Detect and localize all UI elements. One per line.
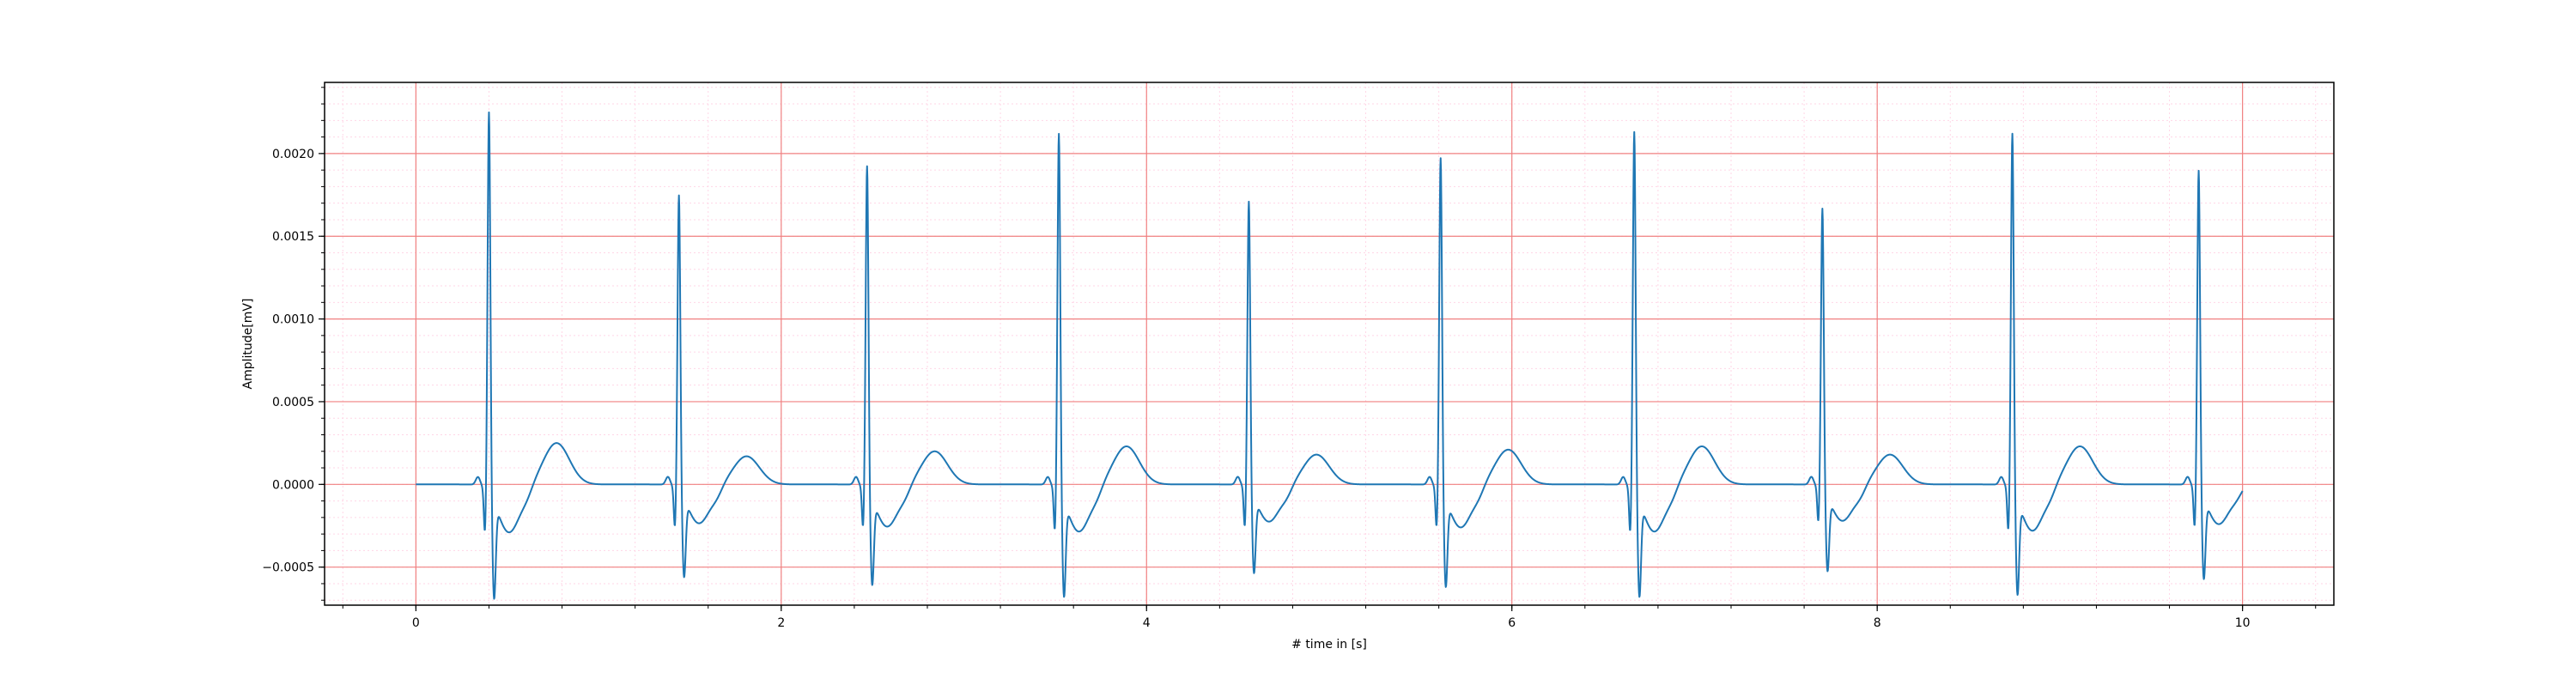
y-tick-label: 0.0005 [272, 396, 314, 409]
y-axis: −0.0005 0.0000 0.0005 0.0010 0.0015 0.0020 [262, 87, 325, 601]
x-tick-label: 8 [1874, 616, 1881, 630]
series-layer [415, 111, 2244, 600]
y-tick-label: 0.0015 [272, 230, 314, 244]
minor-grid [325, 82, 2334, 605]
x-tick-label: 10 [2235, 616, 2251, 630]
x-tick-label: 2 [777, 616, 785, 630]
y-tick-label: 0.0020 [272, 148, 314, 161]
x-axis-label: # time in [s] [1291, 638, 1367, 652]
y-tick-label: 0.0000 [272, 478, 314, 492]
x-tick-label: 0 [412, 616, 420, 630]
x-tick-label: 4 [1143, 616, 1151, 630]
y-tick-label: −0.0005 [262, 561, 314, 575]
x-axis: 0 2 4 6 8 10 [342, 605, 2317, 630]
y-tick-label: 0.0010 [272, 313, 314, 327]
y-axis-label: Amplitude[mV] [241, 299, 255, 390]
x-tick-label: 6 [1508, 616, 1516, 630]
plot-frame [324, 82, 2335, 606]
major-grid [325, 82, 2334, 605]
ecg-series-line [415, 111, 2244, 600]
